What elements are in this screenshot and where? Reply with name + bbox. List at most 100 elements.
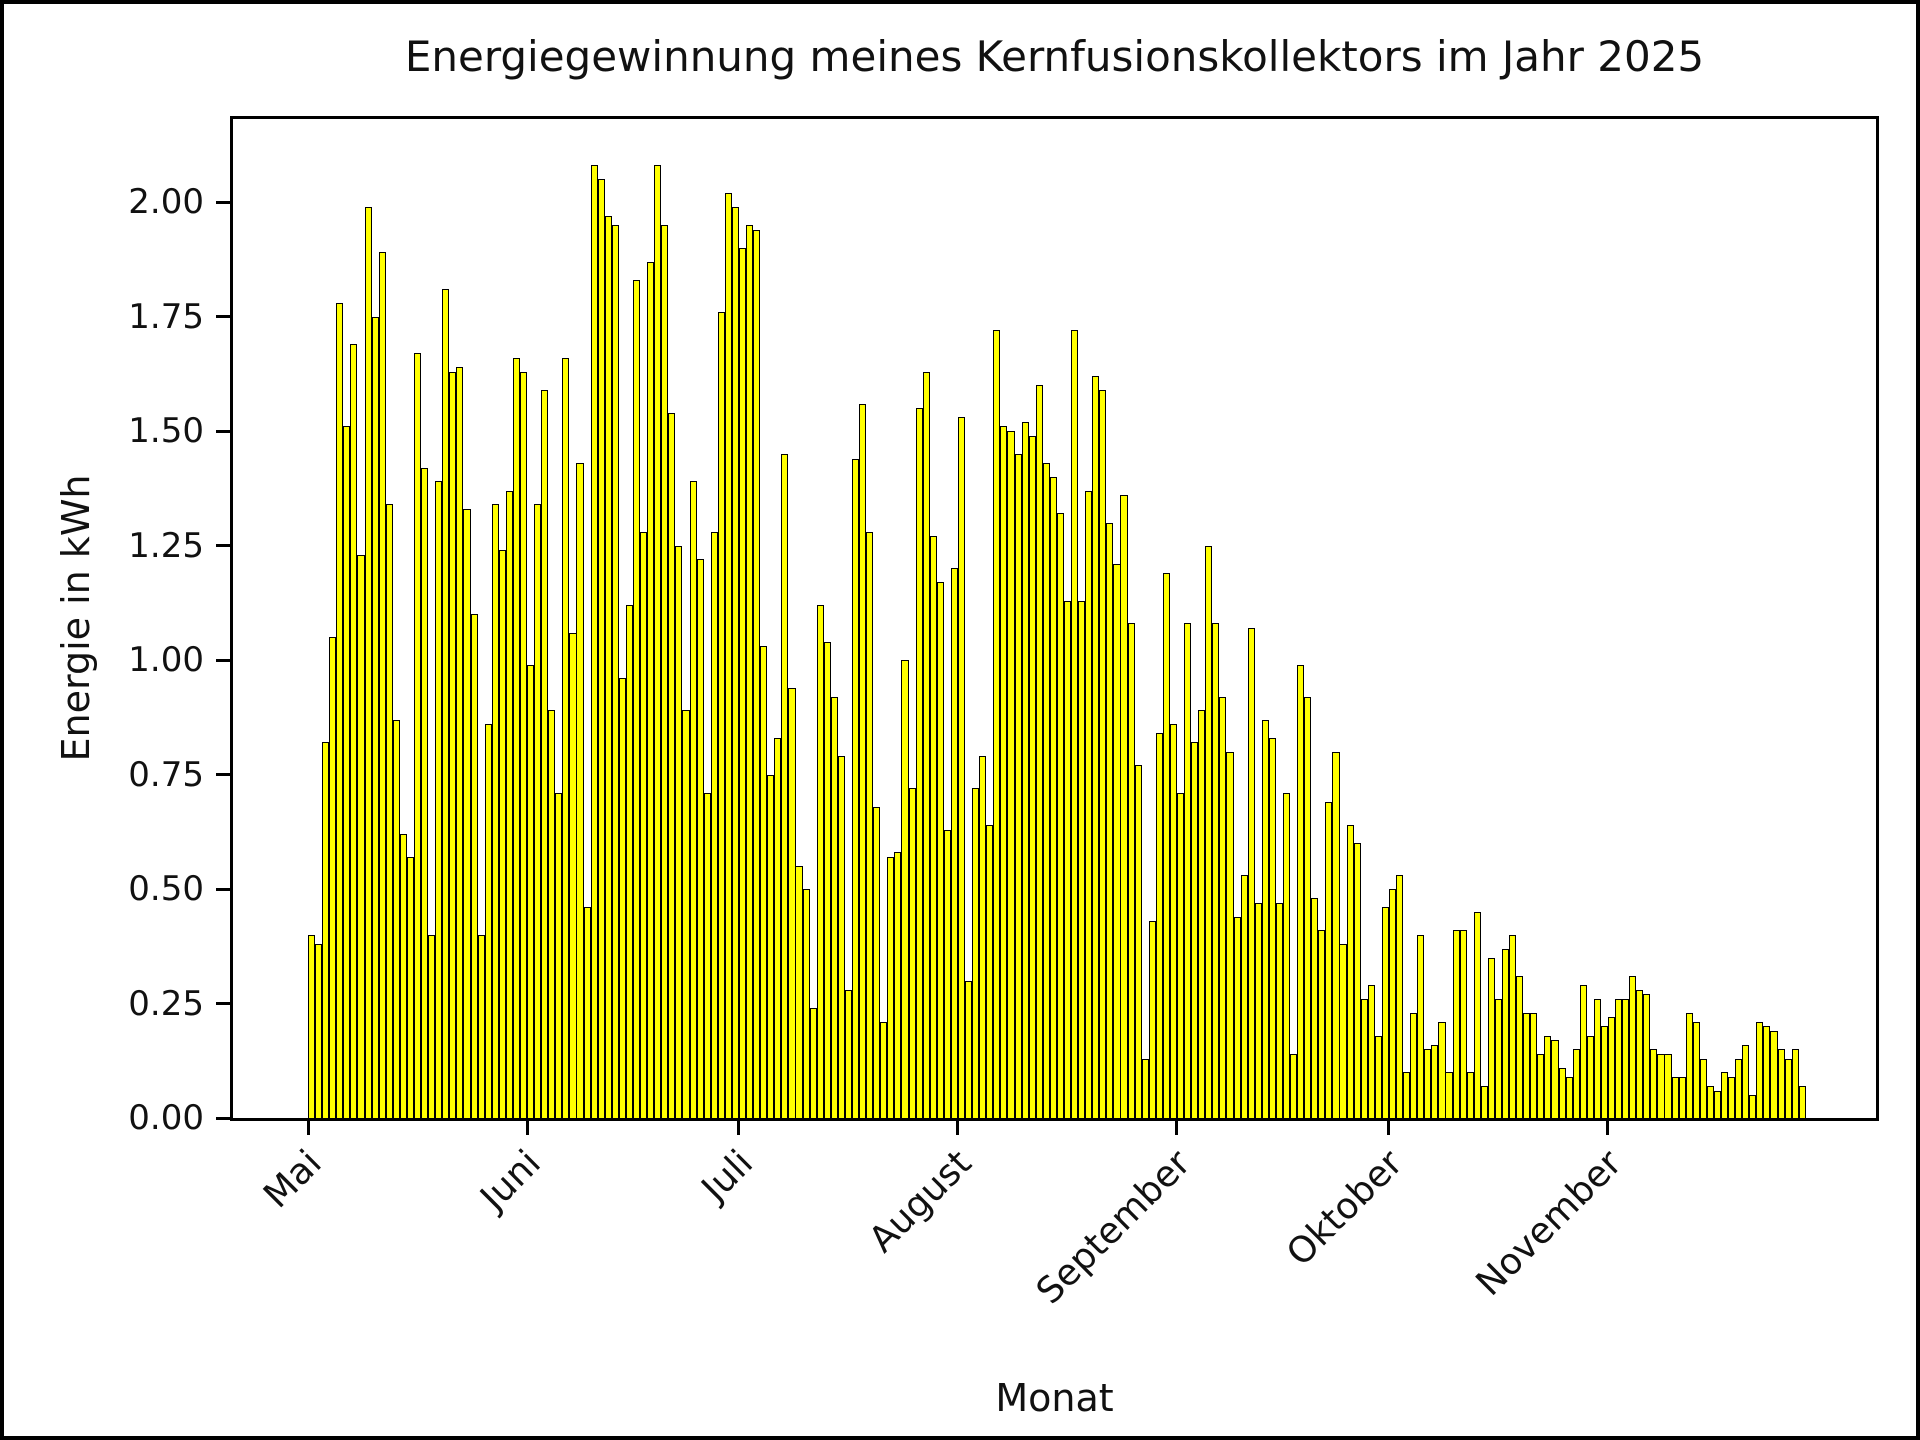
bar — [1763, 1026, 1771, 1118]
bar — [1466, 1072, 1474, 1118]
y-tick-label: 0.75 — [128, 754, 204, 795]
bar — [541, 389, 549, 1118]
bar — [1169, 724, 1178, 1118]
bar — [640, 531, 648, 1118]
bar — [1290, 1053, 1298, 1118]
bar — [378, 252, 386, 1118]
x-tick-label: August — [861, 1142, 980, 1261]
bar — [449, 371, 457, 1118]
bar — [1615, 998, 1623, 1118]
bar — [922, 371, 930, 1118]
bar — [1205, 545, 1213, 1118]
bar — [1233, 916, 1241, 1118]
bar — [1431, 1044, 1439, 1118]
bar — [767, 774, 775, 1118]
bar — [527, 664, 535, 1118]
bar — [1791, 1049, 1799, 1118]
bar — [774, 737, 782, 1118]
bar — [392, 719, 400, 1118]
bar — [1247, 627, 1255, 1118]
y-tick-label: 1.00 — [128, 640, 204, 680]
bar — [1579, 985, 1587, 1118]
x-tick — [1387, 1121, 1391, 1135]
bar — [647, 261, 655, 1118]
bar — [710, 531, 718, 1118]
y-tick — [216, 544, 230, 547]
bar — [908, 788, 916, 1118]
bar — [1664, 1053, 1672, 1118]
bar — [1523, 1012, 1531, 1118]
bar — [717, 311, 725, 1118]
bar — [1699, 1058, 1707, 1118]
x-tick — [525, 1121, 529, 1135]
bar — [724, 192, 732, 1118]
bar — [413, 353, 422, 1118]
bar — [1339, 944, 1347, 1118]
bar — [950, 568, 959, 1118]
bar — [1000, 426, 1008, 1118]
bar — [519, 371, 528, 1118]
bar — [1162, 573, 1170, 1118]
bar — [442, 289, 450, 1118]
bar — [1643, 994, 1651, 1118]
bar — [1099, 389, 1107, 1118]
bar — [1685, 1012, 1693, 1118]
bar — [1721, 1072, 1729, 1118]
bar — [1494, 998, 1503, 1118]
bar — [1728, 1076, 1736, 1118]
x-tick — [1175, 1121, 1179, 1135]
y-tick — [216, 429, 230, 433]
bar — [1155, 733, 1163, 1118]
bar — [929, 536, 937, 1118]
bar — [731, 206, 739, 1118]
bar — [738, 247, 747, 1118]
bar — [993, 330, 1001, 1118]
bar — [534, 504, 542, 1118]
bar — [1148, 921, 1156, 1118]
bar — [421, 467, 429, 1118]
bar — [1141, 1058, 1149, 1118]
bar — [1063, 600, 1072, 1118]
bar — [1607, 1017, 1616, 1118]
bar — [484, 724, 492, 1118]
bar — [1600, 1026, 1608, 1118]
bar — [1692, 1021, 1700, 1118]
bar — [1770, 1031, 1778, 1118]
bar — [498, 550, 506, 1118]
bar — [859, 403, 867, 1118]
bar — [1184, 623, 1192, 1118]
bar — [1035, 385, 1043, 1118]
bar — [1784, 1058, 1792, 1118]
bar — [1798, 1085, 1806, 1118]
bar — [1346, 824, 1354, 1118]
bar — [1085, 490, 1093, 1118]
bar — [1636, 989, 1644, 1118]
bar — [357, 554, 365, 1118]
bar — [1113, 563, 1121, 1118]
y-tick-label: 1.75 — [128, 296, 204, 337]
bar — [1028, 435, 1036, 1118]
bar — [1473, 911, 1481, 1118]
bar — [795, 866, 803, 1118]
bar — [1127, 623, 1135, 1118]
bar — [576, 463, 584, 1118]
bar — [1092, 376, 1100, 1118]
bar — [979, 756, 987, 1118]
bar — [682, 710, 690, 1118]
bar — [343, 426, 351, 1118]
bar — [901, 660, 909, 1118]
bar — [1445, 1072, 1453, 1118]
y-tick — [216, 887, 230, 891]
bar — [463, 508, 471, 1118]
bar — [936, 582, 944, 1118]
bar — [1586, 1035, 1594, 1118]
bar — [1657, 1053, 1665, 1118]
bar — [1353, 843, 1361, 1118]
bar — [957, 417, 966, 1118]
bar — [675, 545, 683, 1118]
bar — [746, 224, 754, 1118]
bar — [1332, 751, 1340, 1118]
bar — [781, 453, 789, 1118]
bar — [943, 829, 951, 1118]
bar — [618, 678, 626, 1118]
